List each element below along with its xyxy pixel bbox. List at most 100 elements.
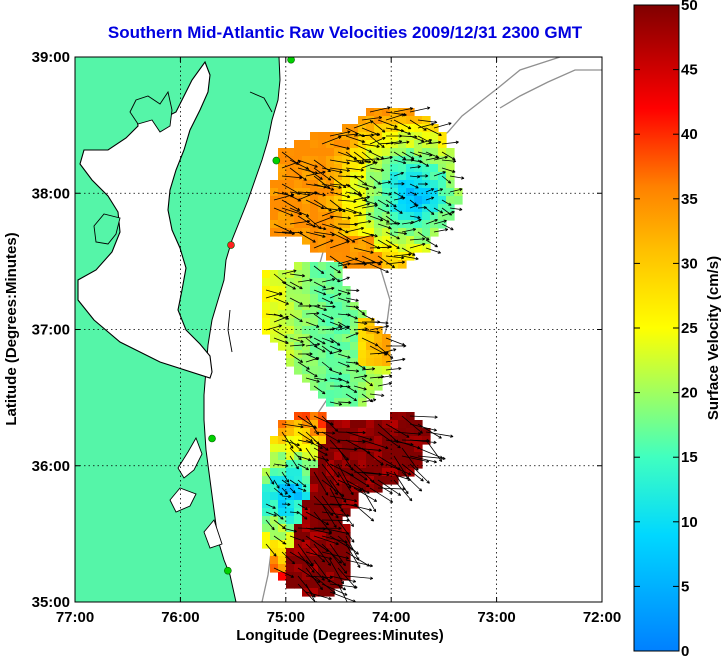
velocity-cell (334, 342, 343, 351)
velocity-vector (345, 559, 374, 568)
velocity-vector (361, 231, 378, 238)
velocity-vector (409, 455, 438, 464)
velocity-cell (286, 196, 295, 205)
velocity-vector (361, 183, 377, 189)
velocity-cell (278, 460, 287, 469)
velocity-vector (425, 156, 440, 161)
velocity-cell (430, 140, 439, 149)
velocity-vector (425, 247, 442, 254)
velocity-cell (382, 204, 391, 213)
velocity-vector (353, 183, 370, 190)
velocity-vector (441, 199, 452, 206)
velocity-cell (262, 270, 271, 279)
velocity-vector (369, 479, 393, 494)
velocity-vector (425, 218, 438, 225)
velocity-vector (393, 140, 410, 145)
velocity-vector (385, 239, 400, 249)
velocity-vector (313, 337, 326, 345)
velocity-cell (286, 460, 295, 469)
velocity-vector (329, 215, 351, 220)
velocity-vector (337, 583, 348, 602)
velocity-cell (294, 262, 303, 271)
velocity-cell (302, 286, 311, 295)
velocity-vector (273, 567, 295, 578)
velocity-cell (366, 358, 375, 367)
velocity-cell (302, 460, 311, 469)
velocity-cell (278, 532, 287, 541)
velocity-cell (310, 484, 319, 493)
velocity-cell (366, 124, 375, 133)
velocity-cell (286, 358, 295, 367)
velocity-cell (350, 342, 359, 351)
velocity-cell (374, 334, 383, 343)
velocity-cell (366, 252, 375, 261)
velocity-vector (313, 183, 335, 191)
velocity-vector (313, 265, 325, 275)
velocity-vector (305, 447, 316, 462)
velocity-vector (329, 551, 348, 574)
velocity-cell (294, 286, 303, 295)
velocity-cell (278, 572, 287, 581)
velocity-vector (377, 215, 390, 223)
velocity-cell (342, 420, 351, 429)
velocity-vector (265, 543, 277, 557)
colorbar-tick-label: 15 (681, 449, 698, 466)
velocity-vector (361, 447, 384, 466)
velocity-vector (281, 281, 296, 290)
velocity-vector (321, 455, 340, 478)
velocity-cell (310, 366, 319, 375)
velocity-vector (313, 535, 339, 546)
velocity-cell (342, 492, 351, 501)
velocity-vector (321, 551, 349, 560)
velocity-vector (321, 495, 339, 519)
velocity-vector (353, 212, 372, 217)
velocity-vector (433, 219, 447, 225)
velocity-vector (297, 463, 310, 471)
velocity-cell (390, 236, 399, 245)
velocity-cell (334, 334, 343, 343)
velocity-cell (366, 420, 375, 429)
velocity-cell (342, 342, 351, 351)
velocity-vector (273, 207, 294, 217)
velocity-cell (366, 180, 375, 189)
velocity-cell (334, 366, 343, 375)
velocity-cell (302, 204, 311, 213)
velocity-vector (305, 511, 330, 526)
velocity-vector (369, 263, 389, 273)
velocity-cell (334, 164, 343, 173)
velocity-vector (321, 337, 335, 344)
velocity-vector (289, 313, 303, 323)
velocity-vector (305, 591, 332, 601)
velocity-vector (329, 575, 357, 583)
velocity-vector (401, 447, 419, 471)
velocity-vector (369, 321, 389, 325)
velocity-vector (289, 343, 305, 347)
velocity-cell (454, 196, 463, 205)
colorbar-tick-label: 40 (681, 126, 698, 143)
velocity-cell (398, 260, 407, 269)
velocity-cell (342, 244, 351, 253)
velocity-cell (358, 350, 367, 359)
velocity-vector (409, 106, 431, 113)
velocity-vector (353, 220, 372, 225)
velocity-vector (281, 423, 304, 429)
velocity-vector (321, 463, 340, 486)
velocity-cell (278, 444, 287, 453)
velocity-vector (345, 332, 359, 339)
velocity-cell (262, 484, 271, 493)
velocity-vector (289, 167, 307, 181)
velocity-cell (278, 334, 287, 343)
velocity-vector (385, 134, 403, 138)
velocity-vector (329, 495, 358, 503)
velocity-vector (409, 204, 419, 209)
velocity-vector (337, 231, 356, 243)
velocity-vector (353, 247, 374, 254)
velocity-vector (361, 377, 374, 387)
velocity-cell (334, 270, 343, 279)
velocity-vector (337, 377, 350, 384)
velocity-vector (361, 151, 376, 164)
velocity-cell (270, 180, 279, 189)
velocity-vector (297, 335, 313, 339)
velocity-cell (278, 294, 287, 303)
velocity-cell (326, 390, 335, 399)
